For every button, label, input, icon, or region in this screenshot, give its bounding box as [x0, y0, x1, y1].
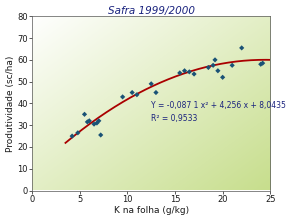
- Point: [258, 63, 263, 66]
- Point: [182, 69, 187, 72]
- Point: [213, 58, 217, 62]
- Point: [130, 91, 134, 94]
- Point: [135, 93, 139, 97]
- Point: [215, 69, 220, 72]
- Point: [96, 119, 101, 123]
- Point: [87, 119, 92, 123]
- Text: Y = -0,087 1 x² + 4,256 x + 8,0435
R² = 0,9533: Y = -0,087 1 x² + 4,256 x + 8,0435 R² = …: [151, 101, 286, 123]
- Point: [187, 70, 192, 74]
- Point: [260, 61, 265, 65]
- X-axis label: K na folha (g/kg): K na folha (g/kg): [114, 206, 189, 215]
- Point: [85, 120, 90, 124]
- Point: [75, 131, 80, 135]
- Point: [192, 72, 197, 76]
- Point: [120, 95, 125, 99]
- Point: [70, 134, 75, 138]
- Point: [92, 122, 96, 126]
- Point: [206, 66, 211, 69]
- Point: [239, 46, 244, 50]
- Point: [211, 64, 215, 67]
- Point: [82, 112, 87, 116]
- Y-axis label: Produtividade (sc/ha): Produtividade (sc/ha): [6, 55, 15, 152]
- Point: [149, 82, 154, 86]
- Title: Safra 1999/2000: Safra 1999/2000: [108, 6, 195, 15]
- Point: [220, 76, 225, 79]
- Point: [94, 121, 99, 125]
- Point: [154, 91, 158, 94]
- Point: [98, 133, 103, 137]
- Point: [177, 71, 182, 75]
- Point: [230, 64, 234, 67]
